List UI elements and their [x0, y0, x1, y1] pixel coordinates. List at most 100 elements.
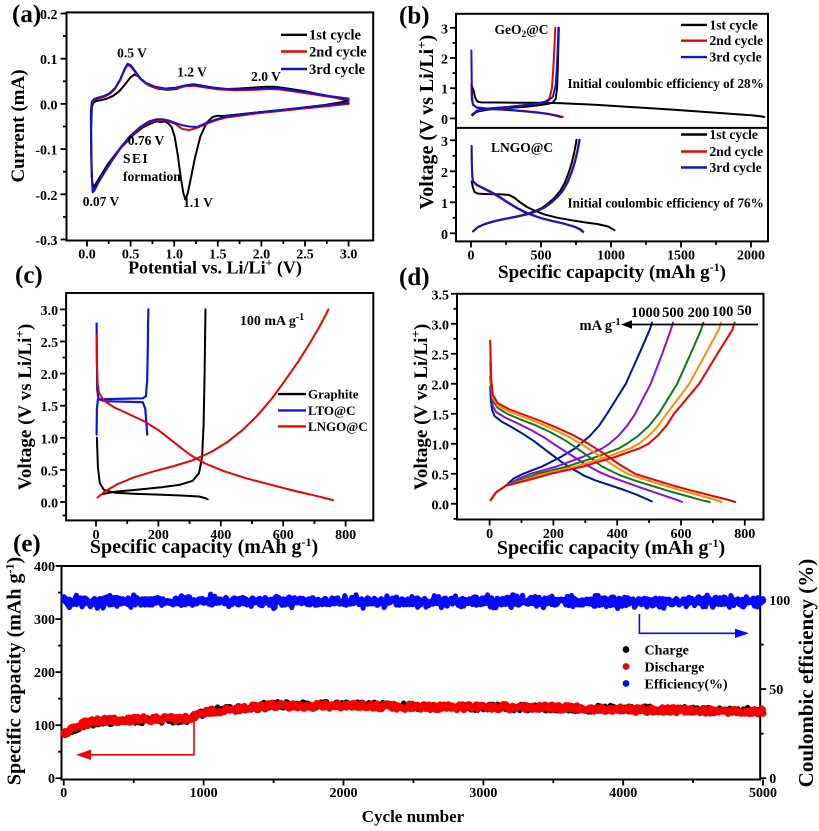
svg-text:2nd cycle: 2nd cycle — [710, 144, 764, 159]
svg-text:Specific capapcity (mAh g-1): Specific capapcity (mAh g-1) — [498, 260, 726, 283]
svg-text:LTO@C: LTO@C — [308, 403, 356, 418]
svg-text:0: 0 — [441, 113, 448, 128]
svg-text:Voltage (V vs Li/Li+): Voltage (V vs Li/Li+) — [414, 35, 439, 210]
svg-text:100: 100 — [769, 594, 790, 609]
svg-text:1000: 1000 — [190, 786, 218, 801]
svg-text:0.1: 0.1 — [40, 53, 58, 68]
svg-text:2.0 V: 2.0 V — [251, 69, 281, 84]
svg-text:(c): (c) — [15, 262, 43, 289]
svg-text:100 mA g-1: 100 mA g-1 — [240, 312, 304, 330]
svg-text:2.5: 2.5 — [296, 248, 314, 263]
svg-text:1.0: 1.0 — [432, 438, 450, 453]
svg-text:Voltage (V vs Li/Li+): Voltage (V vs Li/Li+) — [408, 324, 433, 490]
svg-text:0.76 V: 0.76 V — [128, 133, 165, 148]
svg-text:mA g-1: mA g-1 — [580, 317, 621, 335]
svg-text:0: 0 — [48, 772, 55, 787]
svg-text:0.2: 0.2 — [40, 8, 58, 23]
svg-text:1.1 V: 1.1 V — [183, 195, 213, 210]
svg-text:1.0: 1.0 — [165, 248, 183, 263]
svg-text:1st cycle: 1st cycle — [710, 17, 758, 32]
svg-text:1.5: 1.5 — [209, 248, 227, 263]
svg-text:2nd cycle: 2nd cycle — [309, 44, 367, 60]
svg-text:2nd cycle: 2nd cycle — [710, 33, 764, 48]
svg-text:4000: 4000 — [609, 786, 637, 801]
svg-text:Initial coulombic efficiency o: Initial coulombic efficiency of 76% — [568, 196, 764, 211]
svg-text:0.0: 0.0 — [41, 497, 59, 512]
svg-text:2000: 2000 — [330, 786, 358, 801]
svg-text:3rd cycle: 3rd cycle — [710, 160, 762, 175]
svg-text:3rd cycle: 3rd cycle — [309, 62, 366, 78]
svg-text:3000: 3000 — [469, 786, 497, 801]
svg-text:3: 3 — [441, 22, 448, 37]
svg-text:0.5: 0.5 — [432, 468, 450, 483]
svg-text:Cycle number: Cycle number — [362, 807, 465, 826]
svg-text:1.5: 1.5 — [432, 408, 450, 423]
svg-text:0: 0 — [468, 248, 475, 263]
svg-text:(e): (e) — [13, 531, 41, 558]
svg-text:2.0: 2.0 — [432, 378, 450, 393]
svg-text:50: 50 — [737, 303, 752, 319]
svg-text:200: 200 — [688, 305, 710, 321]
svg-text:1: 1 — [441, 197, 448, 212]
svg-text:0.5: 0.5 — [122, 248, 140, 263]
svg-text:0.5 V: 0.5 V — [117, 46, 147, 61]
svg-text:-0.3: -0.3 — [35, 234, 57, 249]
svg-text:400: 400 — [607, 527, 628, 542]
svg-text:(b): (b) — [399, 3, 430, 30]
svg-text:0: 0 — [441, 228, 448, 243]
svg-text:0: 0 — [769, 772, 776, 787]
svg-text:1.2 V: 1.2 V — [177, 65, 207, 80]
svg-text:-0.2: -0.2 — [35, 189, 57, 204]
svg-text:3rd cycle: 3rd cycle — [710, 50, 762, 65]
svg-text:Current (mA): Current (mA) — [8, 69, 29, 182]
svg-text:Discharge: Discharge — [645, 661, 705, 676]
svg-text:1.5: 1.5 — [41, 400, 59, 415]
svg-text:0.0: 0.0 — [78, 248, 96, 263]
svg-text:200: 200 — [543, 527, 564, 542]
svg-text:600: 600 — [273, 528, 294, 543]
svg-text:2.0: 2.0 — [41, 368, 59, 383]
svg-text:0.0: 0.0 — [40, 98, 58, 113]
svg-text:Initial coulombic efficiency o: Initial coulombic efficiency of 28% — [568, 76, 764, 91]
svg-text:2: 2 — [441, 166, 448, 181]
svg-text:Potential vs. Li/Li+ (V): Potential vs. Li/Li+ (V) — [128, 256, 302, 279]
svg-text:-0.1: -0.1 — [35, 144, 57, 159]
svg-text:1st cycle: 1st cycle — [309, 28, 361, 44]
svg-text:100: 100 — [712, 304, 734, 320]
svg-text:0.0: 0.0 — [432, 498, 450, 513]
svg-text:800: 800 — [335, 528, 356, 543]
svg-text:0.07 V: 0.07 V — [83, 194, 120, 209]
svg-text:300: 300 — [34, 613, 55, 628]
svg-text:(d): (d) — [399, 264, 430, 291]
svg-text:0: 0 — [60, 786, 67, 801]
svg-text:Voltage (V vs Li/Li+): Voltage (V vs Li/Li+) — [12, 324, 37, 490]
svg-text:500: 500 — [531, 248, 552, 263]
svg-text:500: 500 — [662, 305, 684, 321]
svg-text:0: 0 — [93, 528, 100, 543]
svg-text:2.5: 2.5 — [41, 336, 59, 351]
svg-text:LNGO@C: LNGO@C — [308, 419, 368, 434]
svg-text:1.0: 1.0 — [41, 432, 59, 447]
svg-text:200: 200 — [34, 666, 55, 681]
svg-text:LNGO@C: LNGO@C — [491, 140, 553, 155]
svg-text:100: 100 — [34, 719, 55, 734]
svg-text:3.0: 3.0 — [340, 248, 358, 263]
svg-text:Graphite: Graphite — [308, 387, 359, 402]
svg-text:0: 0 — [486, 527, 493, 542]
svg-text:3.0: 3.0 — [432, 318, 450, 333]
svg-text:Charge: Charge — [645, 644, 689, 659]
svg-text:800: 800 — [734, 527, 755, 542]
svg-text:1: 1 — [441, 83, 448, 98]
svg-text:3.5: 3.5 — [432, 288, 450, 303]
svg-text:1st cycle: 1st cycle — [710, 127, 758, 142]
svg-text:3.0: 3.0 — [41, 304, 59, 319]
svg-text:200: 200 — [148, 528, 169, 543]
svg-text:Specific capacity (mAh g-1): Specific capacity (mAh g-1) — [90, 535, 318, 558]
svg-text:400: 400 — [210, 528, 231, 543]
svg-text:Specific capacity (mAh g-1): Specific capacity (mAh g-1) — [497, 536, 725, 559]
svg-text:400: 400 — [34, 560, 55, 575]
svg-text:GeO2​@C: GeO2​@C — [495, 22, 549, 40]
svg-text:2.5: 2.5 — [432, 348, 450, 363]
svg-text:0.5: 0.5 — [41, 464, 59, 479]
svg-text:SEI: SEI — [123, 151, 149, 166]
